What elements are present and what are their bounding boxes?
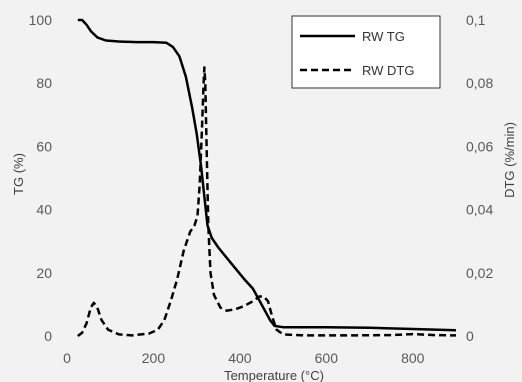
y-right-tick-label: 0,04 — [466, 202, 493, 218]
x-axis-label: Temperature (°C) — [224, 368, 324, 382]
x-tick-label: 0 — [63, 350, 71, 366]
tick-labels: 0 200 400 600 800 0 20 40 60 80 100 0 0,02 0,04 0,06 0,… — [29, 12, 494, 366]
y-left-tick-label: 40 — [36, 202, 52, 218]
y-left-tick-label: 100 — [29, 12, 53, 28]
y-left-tick-label: 80 — [36, 75, 52, 91]
series-line-dtg — [77, 66, 457, 338]
y-right-tick-label: 0 — [466, 328, 474, 344]
y-right-tick-label: 0,06 — [466, 138, 493, 154]
x-tick-label: 400 — [228, 350, 252, 366]
legend: RW TG RW DTG — [291, 15, 441, 89]
x-tick-label: 600 — [315, 350, 339, 366]
y-right-tick-label: 0,08 — [466, 75, 493, 91]
x-tick-label: 200 — [142, 350, 166, 366]
y-axis-label-right: DTG (%/min) — [502, 122, 517, 198]
legend-label-tg: RW TG — [362, 29, 405, 44]
y-left-tick-label: 0 — [44, 328, 52, 344]
y-right-tick-label: 0,02 — [466, 265, 493, 281]
plot-lines — [77, 18, 457, 338]
y-right-tick-label: 0,1 — [466, 12, 486, 28]
y-left-tick-label: 60 — [36, 138, 52, 154]
y-left-tick-label: 20 — [36, 265, 52, 281]
x-tick-label: 800 — [401, 350, 425, 366]
y-axis-label-left: TG (%) — [11, 153, 26, 195]
legend-box — [291, 15, 441, 89]
legend-label-dtg: RW DTG — [362, 63, 414, 78]
